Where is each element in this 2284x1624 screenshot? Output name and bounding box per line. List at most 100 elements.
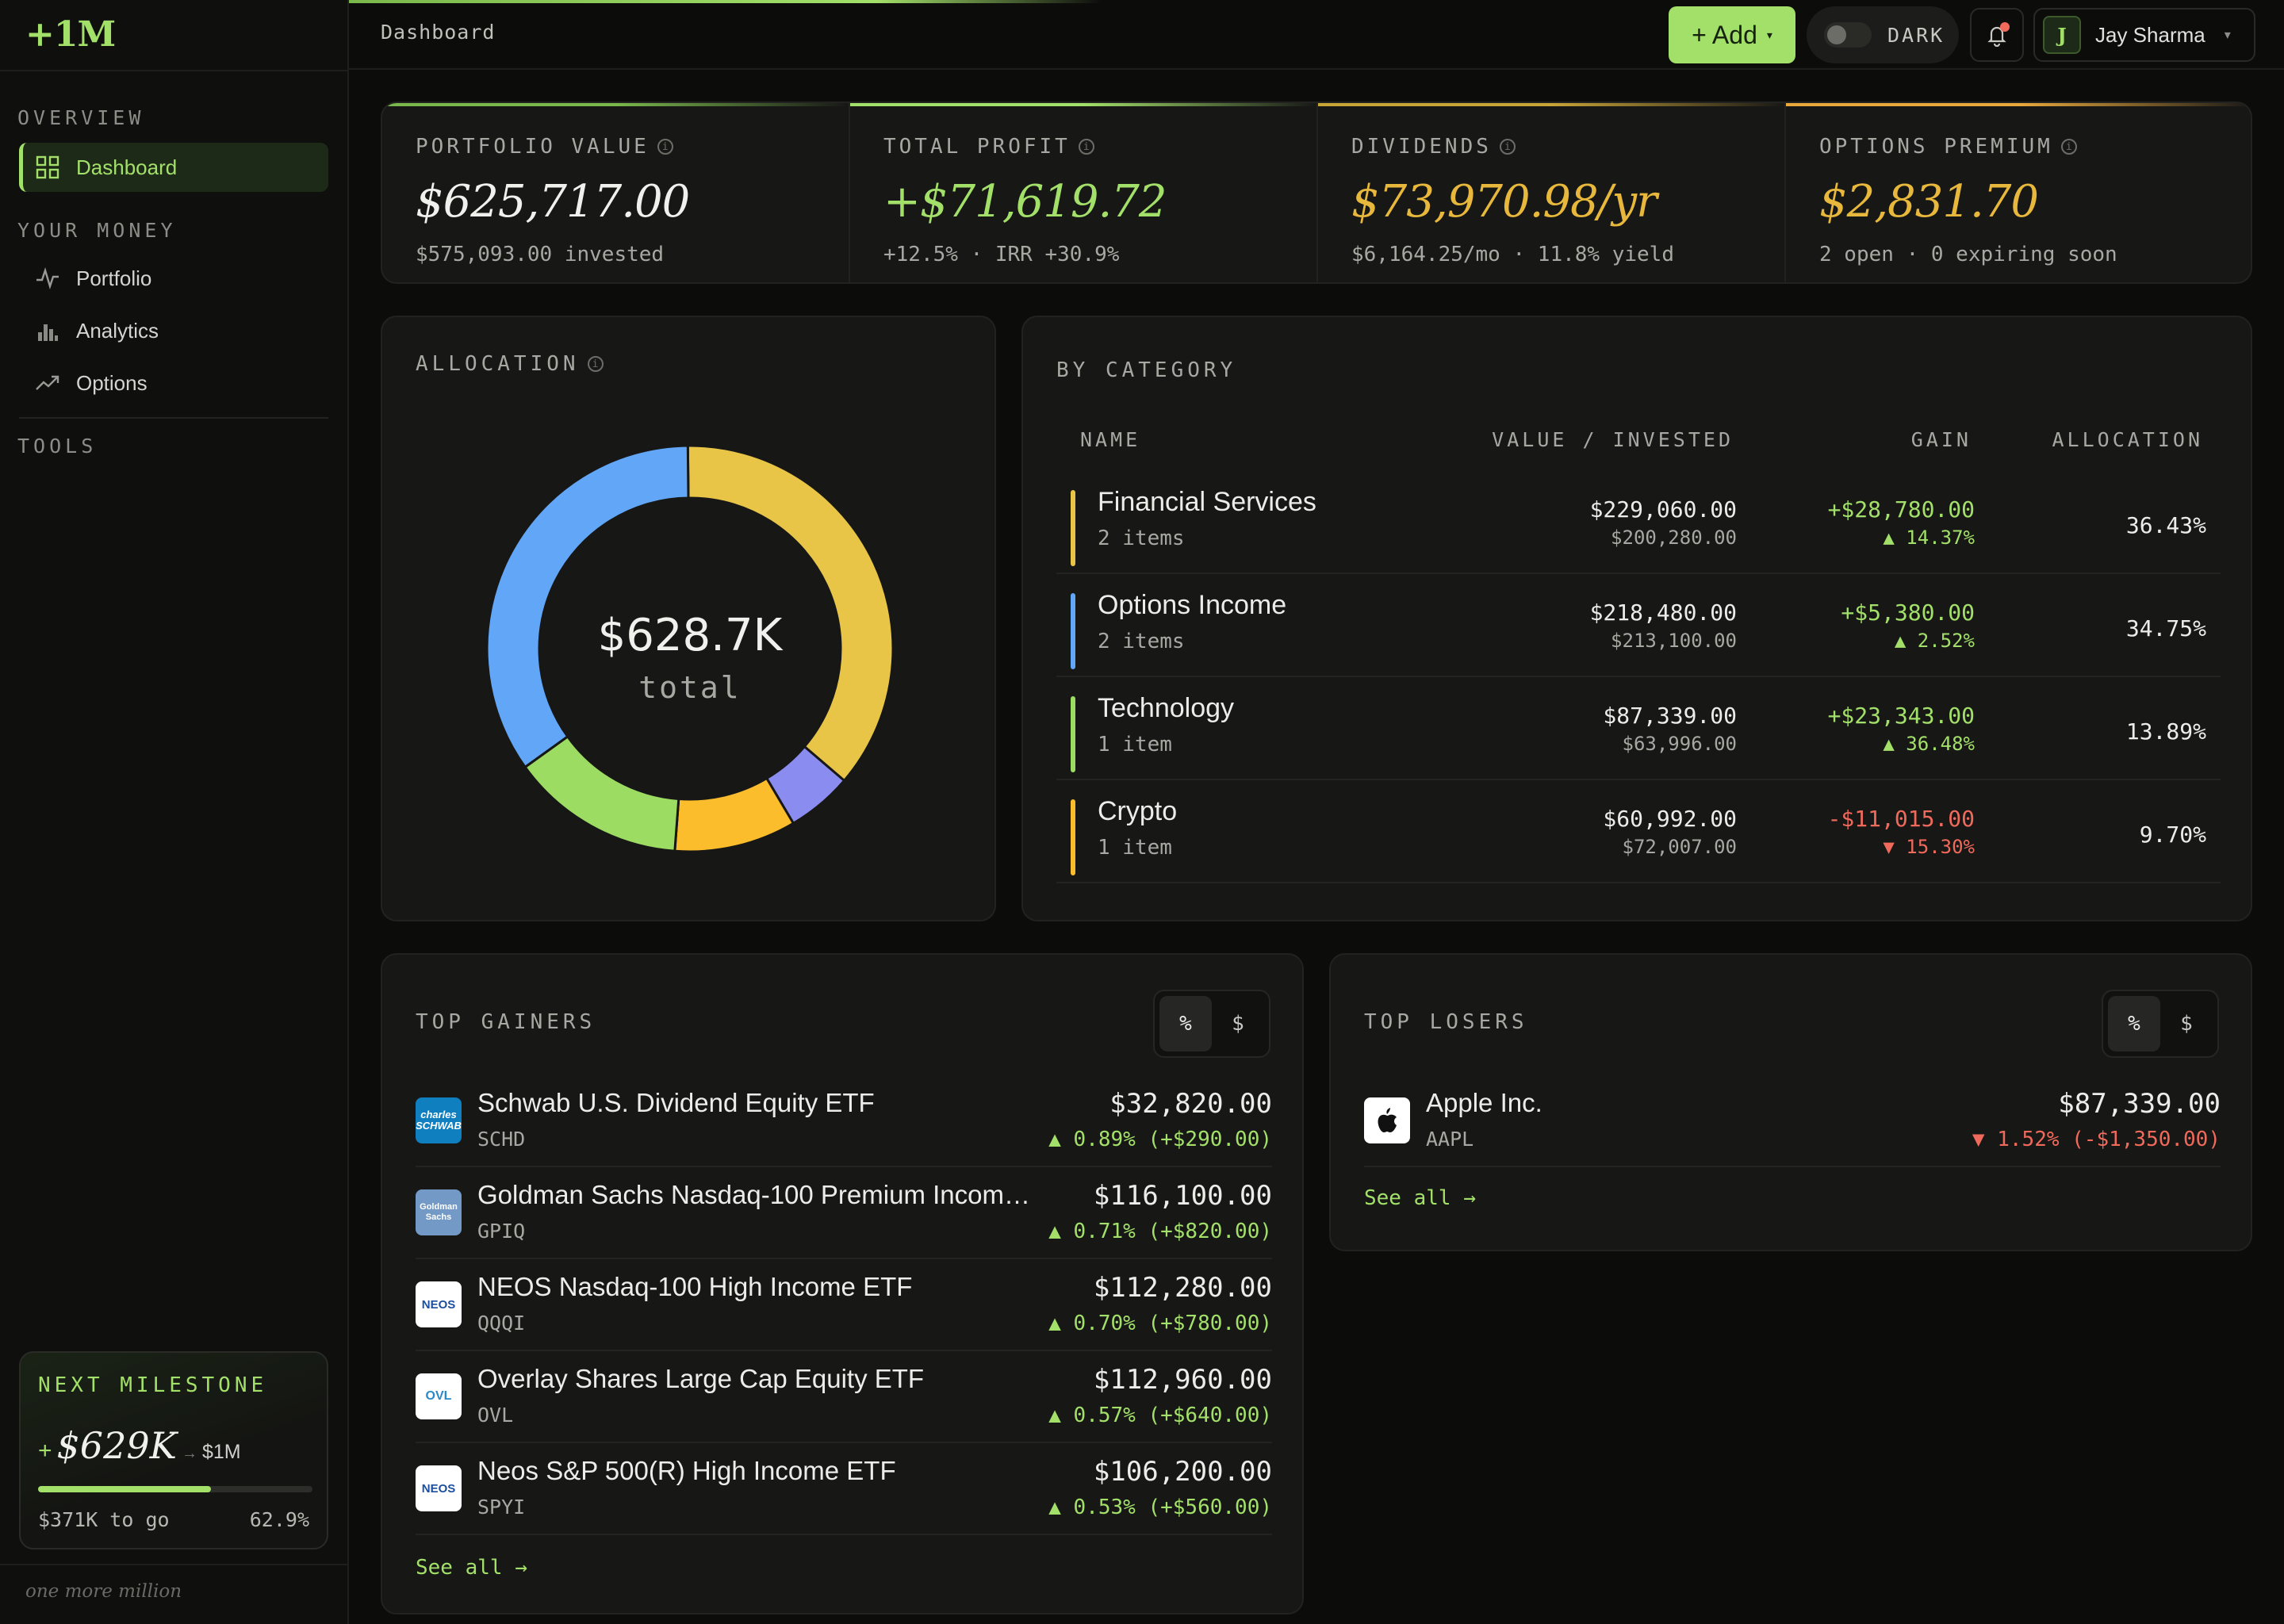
category-value: $60,992.00 <box>1603 806 1737 832</box>
toggle-track <box>1824 22 1872 48</box>
holding-name: Neos S&P 500(R) High Income ETF <box>477 1456 896 1485</box>
stat-accent <box>1786 103 2251 106</box>
list-item[interactable]: Goldman Sachs Goldman Sachs Nasdaq-100 P… <box>416 1167 1272 1259</box>
list-item[interactable]: Apple Inc. AAPL $87,339.00 ▼ 1.52% (-$1,… <box>1364 1075 2221 1167</box>
add-button[interactable]: + Add ▾ <box>1669 6 1795 63</box>
holding-change: ▲ 0.71% (+$820.00) <box>1048 1220 1272 1243</box>
holding-name: Goldman Sachs Nasdaq-100 Premium Incom… <box>477 1180 1030 1209</box>
top-losers-title: TOP LOSERS <box>1364 1010 1528 1034</box>
stat-label-text: PORTFOLIO VALUE <box>416 135 650 159</box>
category-color-bar <box>1071 593 1075 669</box>
overlay-shares-logo-icon: OVL <box>416 1373 462 1419</box>
by-category-card: BY CATEGORY NAME VALUE / INVESTED GAIN A… <box>1021 316 2252 921</box>
column-header-name[interactable]: NAME <box>1080 428 1141 451</box>
stat-accent <box>382 103 849 106</box>
logo-text: charles SCHWAB <box>416 1109 462 1132</box>
holding-name: Schwab U.S. Dividend Equity ETF <box>477 1088 875 1117</box>
stat-label: TOTAL PROFIT i <box>883 135 1094 159</box>
neos-logo-icon: NEOS <box>416 1281 462 1327</box>
milestone-arrow: → <box>181 1445 197 1462</box>
milestone-plus: + <box>38 1438 52 1464</box>
donut-slice-options-income[interactable] <box>485 444 690 769</box>
sidebar-divider <box>19 417 328 419</box>
table-row[interactable]: Options Income 2 items $218,480.00 $213,… <box>1056 576 2221 677</box>
stat-total-profit: TOTAL PROFIT i +$71,619.72 +12.5% · IRR +… <box>850 103 1318 282</box>
donut-center-value: $628.7K <box>598 610 784 661</box>
theme-toggle[interactable]: DARK <box>1807 6 1959 63</box>
sidebar-section-your-money: YOUR MONEY <box>17 219 177 242</box>
stat-label-text: OPTIONS PREMIUM <box>1819 135 2053 159</box>
see-all-losers-link[interactable]: See all → <box>1364 1186 1476 1210</box>
table-row[interactable]: Crypto 1 item $60,992.00 $72,007.00 -$11… <box>1056 782 2221 883</box>
holding-name: Apple Inc. <box>1426 1088 1542 1117</box>
sidebar-section-overview: OVERVIEW <box>17 106 145 129</box>
sidebar-item-options[interactable]: Options <box>19 358 328 408</box>
percent-toggle[interactable]: % <box>1159 996 1212 1051</box>
category-name: Technology <box>1098 693 1235 723</box>
column-header-allocation[interactable]: ALLOCATION <box>2052 428 2203 451</box>
allocation-title: ALLOCATION i <box>416 352 604 376</box>
stat-label: PORTFOLIO VALUE i <box>416 135 673 159</box>
stat-value: $625,717.00 <box>416 176 690 228</box>
add-button-label: + Add <box>1692 20 1757 49</box>
see-all-gainers-link[interactable]: See all → <box>416 1556 527 1580</box>
top-gainers-card: TOP GAINERS % $ charles SCHWAB Schwab U.… <box>381 953 1304 1614</box>
sidebar-item-analytics[interactable]: Analytics <box>19 306 328 355</box>
logo-text: OVL <box>425 1389 452 1403</box>
neos-logo-icon: NEOS <box>416 1465 462 1511</box>
info-icon[interactable]: i <box>657 139 673 155</box>
stat-accent <box>1318 103 1784 106</box>
list-item[interactable]: charles SCHWAB Schwab U.S. Dividend Equi… <box>416 1075 1272 1167</box>
stat-label: OPTIONS PREMIUM i <box>1819 135 2077 159</box>
sidebar-item-label: Dashboard <box>76 155 178 179</box>
losers-unit-toggle: % $ <box>2102 990 2219 1058</box>
category-name: Options Income <box>1098 590 1287 620</box>
user-menu[interactable]: J Jay Sharma ▾ <box>2033 8 2255 62</box>
column-header-value[interactable]: VALUE / INVESTED <box>1492 428 1734 451</box>
dollar-toggle[interactable]: $ <box>1232 1012 1244 1036</box>
column-header-gain[interactable]: GAIN <box>1910 428 1972 451</box>
sidebar-item-dashboard[interactable]: Dashboard <box>19 143 328 192</box>
category-gain-percent: ▲ 14.37% <box>1883 527 1975 549</box>
milestone-target: $1M <box>201 1441 241 1463</box>
category-value: $229,060.00 <box>1589 496 1737 523</box>
by-category-title: BY CATEGORY <box>1056 358 1237 382</box>
dollar-toggle[interactable]: $ <box>2180 1012 2193 1036</box>
stat-value: $73,970.98/yr <box>1351 176 1657 228</box>
info-icon[interactable]: i <box>587 356 604 372</box>
app-logo[interactable]: +1M <box>25 14 116 55</box>
stat-options-premium: OPTIONS PREMIUM i $2,831.70 2 open · 0 ex… <box>1786 103 2251 282</box>
info-icon[interactable]: i <box>2060 139 2077 155</box>
donut-slice-financial-services[interactable] <box>686 444 895 783</box>
stat-label-text: TOTAL PROFIT <box>883 135 1071 159</box>
notifications-button[interactable] <box>1970 8 2024 62</box>
donut-slice-technology[interactable] <box>523 734 680 852</box>
chevron-down-icon: ▾ <box>1766 28 1772 41</box>
tagline: one more million <box>25 1581 182 1602</box>
logo-text: NEOS <box>421 1297 456 1312</box>
milestone-percent: 62.9% <box>249 1508 309 1531</box>
list-item[interactable]: NEOS Neos S&P 500(R) High Income ETF SPY… <box>416 1443 1272 1535</box>
category-item-count: 1 item <box>1098 733 1172 756</box>
category-gain-percent: ▼ 15.30% <box>1883 836 1975 858</box>
list-item[interactable]: NEOS NEOS Nasdaq-100 High Income ETF QQQ… <box>416 1259 1272 1351</box>
milestone-progress-bar <box>38 1486 312 1492</box>
info-icon[interactable]: i <box>1078 139 1094 155</box>
list-item[interactable]: OVL Overlay Shares Large Cap Equity ETF … <box>416 1351 1272 1443</box>
stat-sub: $6,164.25/mo · 11.8% yield <box>1351 243 1674 266</box>
milestone-progress-fill <box>38 1486 211 1492</box>
table-row[interactable]: Financial Services 2 items $229,060.00 $… <box>1056 473 2221 574</box>
holding-change: ▲ 0.89% (+$290.00) <box>1048 1128 1272 1151</box>
apple-logo-icon <box>1364 1097 1410 1143</box>
holding-value: $112,280.00 <box>1093 1272 1272 1304</box>
table-row[interactable]: Technology 1 item $87,339.00 $63,996.00 … <box>1056 679 2221 780</box>
holding-change: ▲ 0.70% (+$780.00) <box>1048 1312 1272 1335</box>
category-invested: $72,007.00 <box>1622 836 1738 858</box>
percent-toggle[interactable]: % <box>2108 996 2160 1051</box>
stat-dividends: DIVIDENDS i $73,970.98/yr $6,164.25/mo · … <box>1318 103 1786 282</box>
holding-ticker: SCHD <box>477 1128 526 1151</box>
sidebar-item-portfolio[interactable]: Portfolio <box>19 254 328 303</box>
logo-text: NEOS <box>421 1481 456 1496</box>
info-icon[interactable]: i <box>1499 139 1516 155</box>
logo-text: Goldman Sachs <box>420 1202 458 1222</box>
